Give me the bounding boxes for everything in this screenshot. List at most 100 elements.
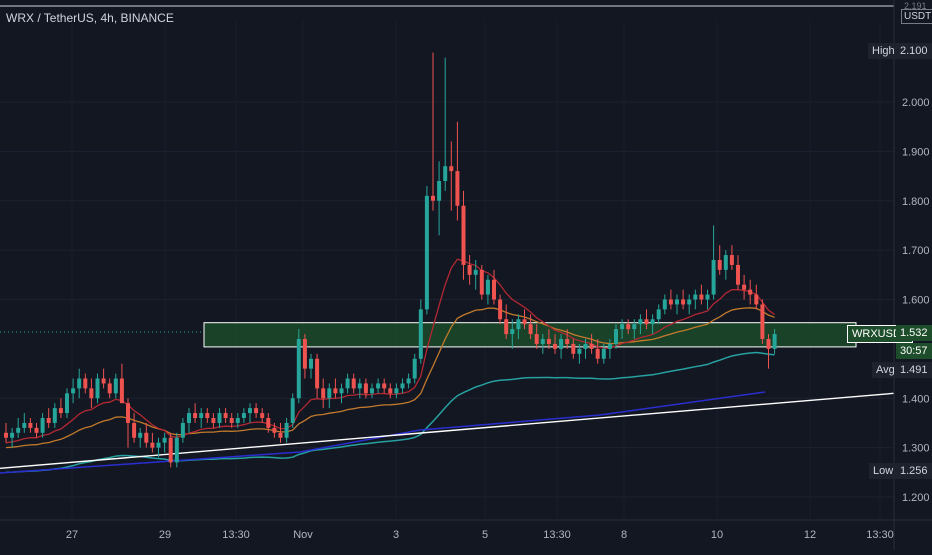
candle-body: [412, 358, 417, 379]
candle-body: [339, 388, 344, 394]
low-value: 1.256: [896, 463, 932, 479]
candle-body: [406, 378, 411, 384]
candle-body: [736, 264, 740, 285]
candle-body: [620, 324, 625, 330]
candle-body: [522, 319, 527, 325]
candle-body: [187, 413, 191, 423]
candle-body: [370, 388, 374, 394]
candle-body: [254, 408, 259, 414]
x-tick-label: 29: [159, 529, 171, 541]
candle-body: [22, 422, 27, 428]
x-tick-label: 3: [393, 529, 399, 541]
trendline: [0, 392, 895, 470]
ema-long-line: [0, 391, 766, 474]
x-tick-label: 27: [66, 529, 78, 541]
avg-value: 1.491: [896, 362, 932, 378]
candle-body: [766, 339, 771, 349]
candle-body: [52, 408, 57, 423]
candle-body: [296, 339, 301, 399]
candle-body: [467, 264, 472, 275]
x-tick-label: 12: [804, 529, 816, 541]
candle-body: [632, 324, 637, 330]
candle-body: [479, 269, 484, 295]
candle-body: [540, 339, 545, 344]
candle-body: [10, 432, 15, 438]
candle-body: [180, 422, 185, 438]
candle-body: [28, 422, 33, 428]
candle-body: [34, 427, 39, 433]
candle-body: [211, 418, 216, 423]
candle-body: [58, 408, 63, 414]
candle-body: [351, 378, 356, 389]
candle-body: [607, 343, 612, 349]
candle-body: [144, 432, 149, 443]
candle-body: [449, 166, 454, 172]
candle-body: [126, 403, 130, 423]
candle-body: [223, 413, 228, 418]
candle-body: [729, 255, 734, 265]
candle-body: [717, 260, 722, 270]
candle-body: [772, 334, 777, 349]
candle-body: [217, 413, 222, 423]
candle-body: [723, 255, 728, 270]
candle-body: [534, 334, 539, 344]
avg-label: Avg: [872, 362, 899, 378]
candle-body: [577, 348, 582, 354]
candle-body: [601, 348, 606, 359]
y-tick-label: 1.800: [902, 196, 930, 208]
candle-body: [345, 378, 350, 389]
candle-body: [699, 294, 704, 300]
candle-body: [382, 383, 387, 389]
candle-body: [284, 422, 289, 438]
candle-body: [461, 205, 466, 265]
candle-body: [754, 294, 759, 305]
candle-body: [107, 383, 112, 394]
candle-body: [205, 413, 210, 418]
candle-body: [174, 437, 179, 463]
high-label: High: [868, 43, 899, 59]
candle-body: [113, 378, 118, 394]
candle-body: [565, 339, 570, 344]
candle-body: [248, 408, 252, 414]
x-tick-label: 13:30: [543, 529, 571, 541]
candle-body: [101, 378, 106, 384]
candle-body: [327, 388, 332, 399]
low-label: Low: [869, 463, 898, 479]
candle-body: [668, 299, 673, 305]
ema-slow-line: [5, 351, 775, 474]
candle-body: [431, 195, 435, 201]
candle-body: [687, 299, 692, 305]
candle-body: [681, 299, 686, 305]
candle-body: [266, 418, 271, 428]
candle-body: [742, 284, 747, 290]
candle-body: [510, 329, 515, 335]
candle-body: [492, 279, 496, 300]
candle-body: [272, 427, 277, 433]
candle-body: [16, 427, 21, 433]
y-tick-label: 2.000: [902, 97, 930, 109]
candle-body: [485, 279, 490, 295]
candle-body: [626, 324, 631, 330]
candle-body: [437, 181, 442, 201]
x-tick-label: 13:30: [866, 529, 894, 541]
candle-body: [614, 329, 618, 344]
candle-body: [571, 343, 576, 354]
candle-body: [760, 304, 765, 339]
candle-body: [119, 378, 124, 404]
candle-body: [138, 432, 143, 438]
candle-body: [589, 343, 594, 349]
x-tick-label: 13:30: [222, 529, 250, 541]
candle-body: [418, 309, 423, 359]
candle-body: [4, 432, 8, 438]
candle-body: [388, 388, 393, 394]
candle-body: [241, 413, 246, 418]
candle-body: [363, 383, 368, 394]
candle-body: [46, 418, 51, 423]
candle-body: [357, 383, 362, 389]
x-tick-label: Nov: [293, 529, 313, 541]
candle-body: [394, 388, 399, 394]
candle-body: [528, 324, 533, 335]
currency-unit[interactable]: USDT: [901, 9, 932, 24]
